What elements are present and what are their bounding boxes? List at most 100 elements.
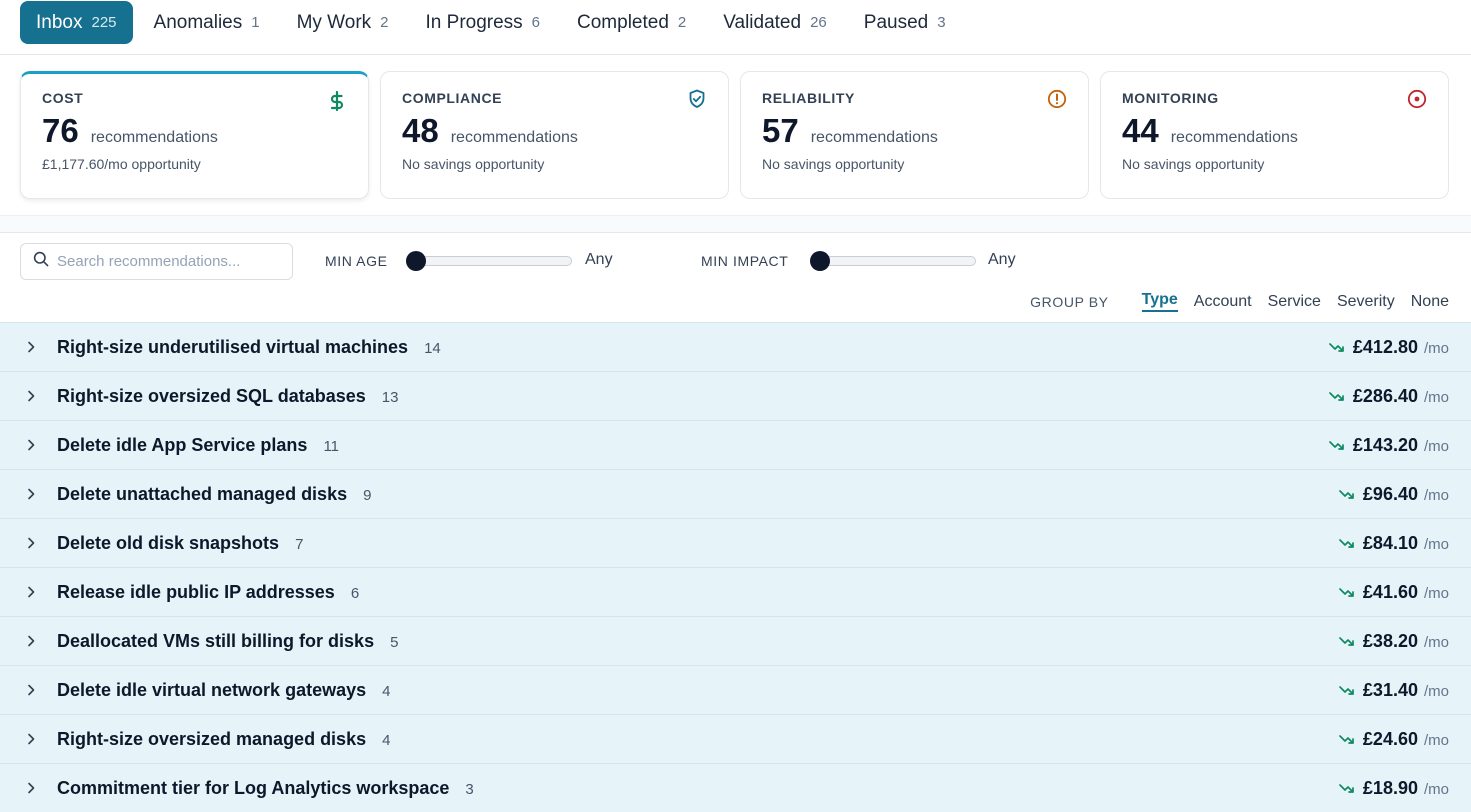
search-icon xyxy=(33,251,49,272)
group-row[interactable]: Commitment tier for Log Analytics worksp… xyxy=(0,764,1471,812)
group-savings-unit: /mo xyxy=(1423,388,1449,406)
tabs-divider xyxy=(0,54,1471,55)
group-by-type[interactable]: Type xyxy=(1141,291,1178,312)
group-row[interactable]: Deallocated VMs still billing for disks 5… xyxy=(0,617,1471,666)
trend-down-icon xyxy=(1339,588,1354,597)
group-title: Deallocated VMs still billing for disks xyxy=(57,630,375,651)
group-row[interactable]: Delete old disk snapshots 7 £84.10/mo xyxy=(0,519,1471,568)
group-savings: £41.60 xyxy=(1362,581,1418,602)
group-title: Right-size oversized managed disks xyxy=(57,728,367,749)
status-tabs: Inbox 225 Anomalies 1 My Work 2 In Progr… xyxy=(20,1,967,44)
group-savings-unit: /mo xyxy=(1423,535,1449,553)
chevron-right-icon[interactable] xyxy=(24,585,38,599)
group-row[interactable]: Right-size oversized managed disks 4 £24.… xyxy=(0,715,1471,764)
chevron-right-icon[interactable] xyxy=(24,634,38,648)
group-title: Delete idle App Service plans xyxy=(57,434,308,455)
group-by-none[interactable]: None xyxy=(1410,292,1449,310)
min-age-label: MIN AGE xyxy=(325,253,388,269)
group-count: 14 xyxy=(424,339,441,357)
min-impact-value: Any xyxy=(988,251,1016,268)
group-savings: £24.60 xyxy=(1362,728,1418,749)
tab-count: 2 xyxy=(380,14,389,31)
tab-completed[interactable]: Completed 2 xyxy=(561,1,702,44)
slider-track[interactable] xyxy=(810,256,976,266)
tab-inbox[interactable]: Inbox 225 xyxy=(20,1,133,44)
group-title: Delete idle virtual network gateways xyxy=(57,679,367,700)
target-icon xyxy=(1406,88,1428,110)
card-title: COMPLIANCE xyxy=(402,90,503,106)
group-by-service[interactable]: Service xyxy=(1267,292,1321,310)
chevron-right-icon[interactable] xyxy=(24,732,38,746)
trend-down-icon xyxy=(1339,637,1354,646)
chevron-right-icon[interactable] xyxy=(24,438,38,452)
group-row[interactable]: Right-size oversized SQL databases 13 £28… xyxy=(0,372,1471,421)
card-count: 57 xyxy=(762,112,799,149)
section-divider xyxy=(0,215,1471,233)
tab-anomalies[interactable]: Anomalies 1 xyxy=(138,1,276,44)
tab-label: My Work xyxy=(296,11,372,33)
tab-count: 1 xyxy=(251,14,260,31)
slider-thumb[interactable] xyxy=(406,251,426,271)
card-title: COST xyxy=(42,90,84,106)
group-savings-unit: /mo xyxy=(1423,584,1449,602)
card-compliance[interactable]: COMPLIANCE 48 recommendations No savings… xyxy=(380,71,729,199)
group-title: Right-size underutilised virtual machine… xyxy=(57,336,409,357)
group-by-severity[interactable]: Severity xyxy=(1336,292,1395,310)
card-unit: recommendations xyxy=(810,129,938,146)
category-cards: COST 76 recommendations £1,177.60/mo opp… xyxy=(20,71,1449,199)
group-title: Right-size oversized SQL databases xyxy=(57,385,366,406)
tab-paused[interactable]: Paused 3 xyxy=(848,1,962,44)
tab-label: Validated xyxy=(723,11,802,33)
min-impact-slider[interactable] xyxy=(810,251,976,271)
chevron-right-icon[interactable] xyxy=(24,781,38,795)
alert-circle-icon xyxy=(1046,88,1068,110)
slider-thumb[interactable] xyxy=(810,251,830,271)
group-count: 4 xyxy=(382,682,391,700)
card-opportunity: No savings opportunity xyxy=(762,156,905,172)
group-count: 7 xyxy=(295,535,304,553)
card-cost[interactable]: COST 76 recommendations £1,177.60/mo opp… xyxy=(20,71,369,199)
trend-down-icon xyxy=(1339,784,1354,793)
tab-in-progress[interactable]: In Progress 6 xyxy=(410,1,557,44)
trend-down-icon xyxy=(1339,735,1354,744)
card-monitoring[interactable]: MONITORING 44 recommendations No savings… xyxy=(1100,71,1449,199)
card-title: MONITORING xyxy=(1122,90,1219,106)
card-count: 44 xyxy=(1122,112,1159,149)
trend-down-icon xyxy=(1339,490,1354,499)
group-row[interactable]: Right-size underutilised virtual machine… xyxy=(0,323,1471,372)
slider-track[interactable] xyxy=(406,256,572,266)
group-count: 5 xyxy=(390,633,399,651)
search-input[interactable] xyxy=(57,253,277,270)
group-count: 13 xyxy=(381,388,399,406)
group-savings-unit: /mo xyxy=(1423,682,1449,700)
tab-my-work[interactable]: My Work 2 xyxy=(281,1,405,44)
group-row[interactable]: Release idle public IP addresses 6 £41.60… xyxy=(0,568,1471,617)
group-by-account[interactable]: Account xyxy=(1193,292,1252,310)
chevron-right-icon[interactable] xyxy=(24,536,38,550)
group-title: Commitment tier for Log Analytics worksp… xyxy=(57,777,450,798)
group-title: Delete old disk snapshots xyxy=(57,532,280,553)
chevron-right-icon[interactable] xyxy=(24,487,38,501)
search-box[interactable] xyxy=(20,243,293,280)
card-unit: recommendations xyxy=(450,129,578,146)
min-age-slider[interactable] xyxy=(406,251,572,271)
recommendation-groups: Right-size underutilised virtual machine… xyxy=(0,322,1471,812)
chevron-right-icon[interactable] xyxy=(24,340,38,354)
card-reliability[interactable]: RELIABILITY 57 recommendations No saving… xyxy=(740,71,1089,199)
group-row[interactable]: Delete unattached managed disks 9 £96.40 /… xyxy=(0,470,1471,519)
group-row[interactable]: Delete idle App Service plans 11 £143.20 /… xyxy=(0,421,1471,470)
tab-validated[interactable]: Validated 26 xyxy=(707,1,843,44)
tab-label: Anomalies xyxy=(153,11,243,33)
card-opportunity: No savings opportunity xyxy=(402,156,545,172)
trend-down-icon xyxy=(1329,441,1344,450)
group-row[interactable]: Delete idle virtual network gateways 4 £3… xyxy=(0,666,1471,715)
tab-label: Inbox xyxy=(36,11,83,33)
chevron-right-icon[interactable] xyxy=(24,683,38,697)
group-savings: £143.20 xyxy=(1352,434,1418,455)
chevron-right-icon[interactable] xyxy=(24,389,38,403)
group-savings-unit: /mo xyxy=(1423,339,1449,357)
group-savings: £84.10 xyxy=(1362,532,1418,553)
group-title: Delete unattached managed disks xyxy=(57,483,348,504)
min-impact-label: MIN IMPACT xyxy=(701,253,789,269)
group-count: 3 xyxy=(465,780,474,798)
